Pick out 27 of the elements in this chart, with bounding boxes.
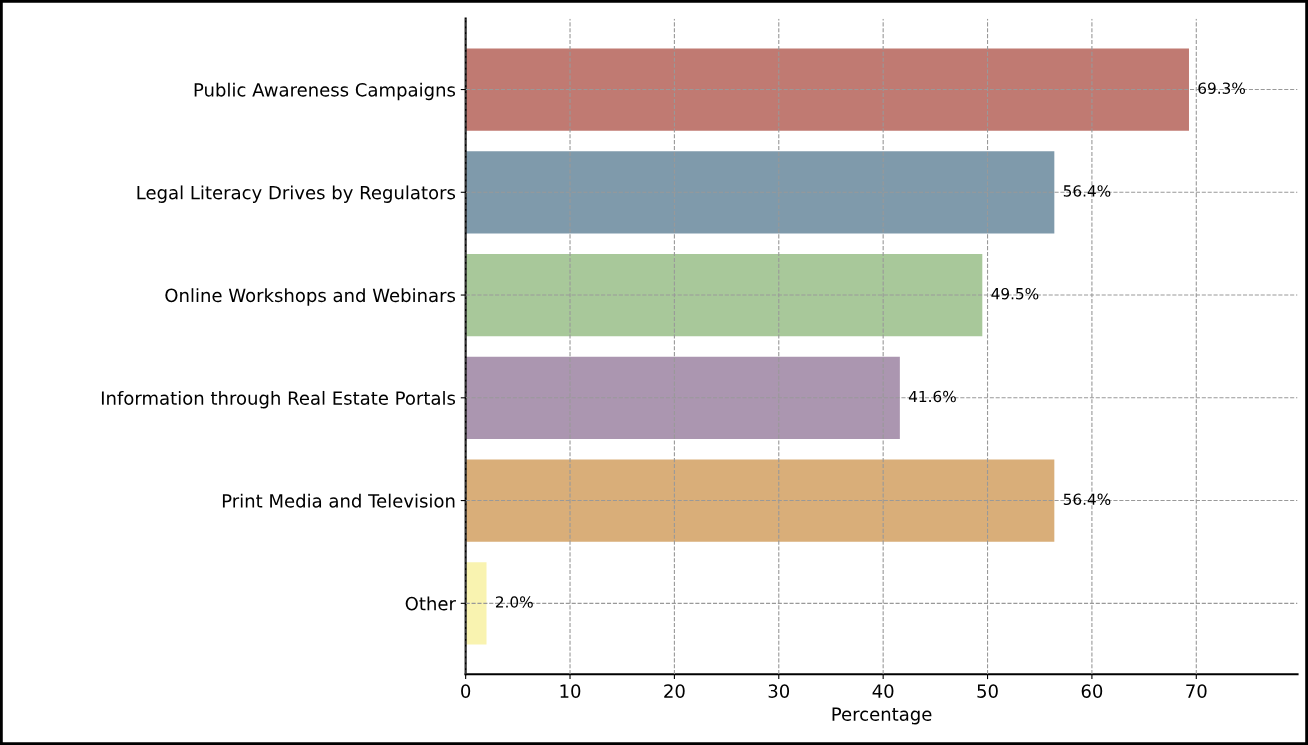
x-tick-label: 20 xyxy=(664,684,685,698)
x-tick-label: 0 xyxy=(461,684,471,698)
data-label: 56.4% xyxy=(1063,185,1111,197)
bar xyxy=(465,562,487,645)
x-tick-label: 40 xyxy=(872,684,894,698)
y-tick-label: Other xyxy=(405,596,456,611)
y-tick-label: Online Workshops and Webinars xyxy=(165,288,456,306)
y-tick-label: Legal Literacy Drives by Regulators xyxy=(137,185,456,203)
x-tick-label: 60 xyxy=(1081,684,1103,698)
x-tick-label: 10 xyxy=(560,684,581,698)
x-tick-label: 50 xyxy=(977,684,998,698)
data-label: 41.6% xyxy=(908,390,956,403)
bar xyxy=(465,459,1055,542)
x-tick-label: 70 xyxy=(1186,684,1207,698)
data-label: 69.3% xyxy=(1198,82,1246,94)
y-tick-label: Information through Real Estate Portals xyxy=(101,390,456,409)
bar xyxy=(465,253,983,337)
bar xyxy=(465,48,1189,131)
y-tick-label: Public Awareness Campaigns xyxy=(194,82,456,101)
data-label: 56.4% xyxy=(1063,493,1111,505)
x-tick-label: 30 xyxy=(768,684,790,698)
data-label: 2.0% xyxy=(495,596,533,608)
y-tick-label: Print Media and Television xyxy=(222,493,455,508)
bar xyxy=(465,151,1055,234)
x-axis-title: Percentage xyxy=(832,707,932,725)
data-label: 49.5% xyxy=(991,287,1039,300)
bar xyxy=(465,356,900,439)
